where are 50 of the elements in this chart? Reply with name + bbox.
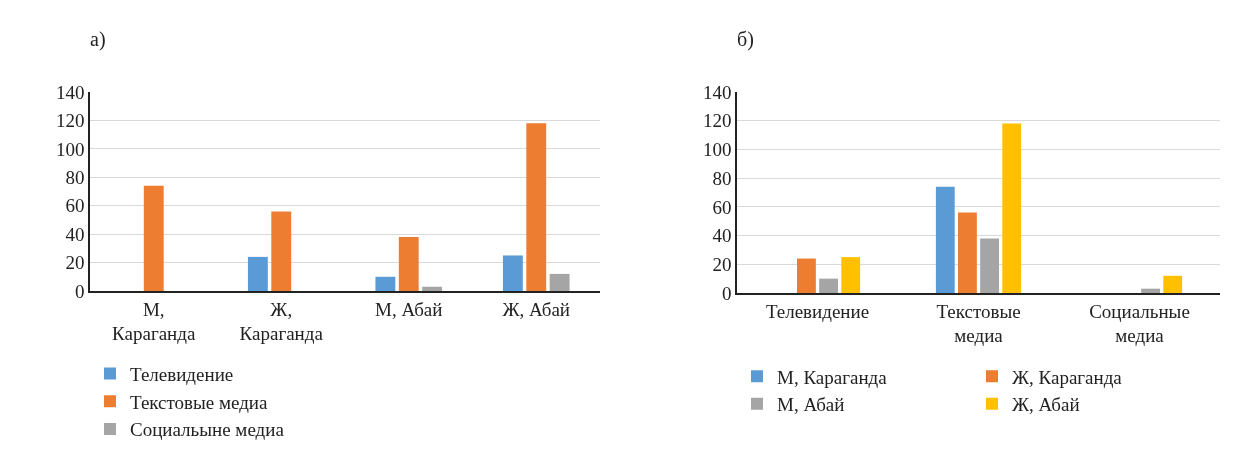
- legend-label: Ж, Караганда: [1012, 366, 1123, 388]
- y-tick-label: 40: [712, 225, 732, 247]
- y-tick-label: 100: [55, 138, 85, 160]
- legend-label: Телевидение: [130, 363, 234, 385]
- bar: [841, 257, 861, 293]
- bar: [375, 276, 396, 291]
- y-tick-label: 140: [702, 81, 732, 103]
- chart-title: а): [90, 28, 106, 52]
- y-tick-label: 20: [65, 252, 85, 274]
- y-tick-label: 140: [55, 81, 85, 103]
- legend-label: М, Абай: [777, 394, 845, 416]
- bar: [797, 258, 816, 293]
- x-tick-label: М, Абай: [375, 298, 443, 320]
- y-tick-label: 80: [712, 167, 732, 189]
- x-tick-label: Телевидение: [765, 300, 870, 322]
- bar: [1002, 123, 1022, 293]
- bar: [398, 236, 419, 291]
- x-tick-label: Ж, Караганда: [239, 298, 324, 345]
- legend-label: Социальыне медиа: [130, 419, 285, 441]
- bar: [935, 186, 955, 293]
- x-tick-label: Ж, Абай: [502, 298, 571, 320]
- bar: [1163, 275, 1183, 293]
- y-tick-label: 120: [702, 110, 732, 132]
- bar: [1141, 288, 1160, 293]
- bar: [819, 278, 838, 293]
- y-tick-label: 100: [702, 139, 732, 161]
- y-tick-label: 40: [65, 223, 85, 245]
- y-tick-label: 0: [721, 282, 732, 304]
- legend-label: Ж, Абай: [1012, 394, 1080, 416]
- bar: [980, 238, 999, 293]
- legend-label: Текстовые медиа: [130, 391, 269, 413]
- bar: [271, 211, 292, 291]
- legend-label: М, Караганда: [777, 366, 888, 388]
- y-tick-label: 60: [65, 195, 85, 217]
- bar: [549, 273, 570, 291]
- bar: [958, 212, 977, 293]
- bar: [502, 255, 523, 291]
- y-tick-label: 80: [65, 166, 85, 188]
- bar: [247, 256, 268, 291]
- bar: [143, 185, 164, 291]
- y-tick-label: 0: [74, 280, 85, 302]
- y-tick-label: 120: [55, 110, 85, 132]
- chart-title: б): [737, 28, 754, 52]
- x-tick-label: Текстовые медиа: [936, 300, 1021, 347]
- x-tick-label: М, Караганда: [112, 298, 196, 345]
- bar: [526, 123, 547, 291]
- x-tick-label: Социальные медиа: [1089, 300, 1190, 347]
- y-tick-label: 60: [712, 196, 732, 218]
- y-tick-label: 20: [712, 253, 732, 275]
- bar: [422, 286, 443, 291]
